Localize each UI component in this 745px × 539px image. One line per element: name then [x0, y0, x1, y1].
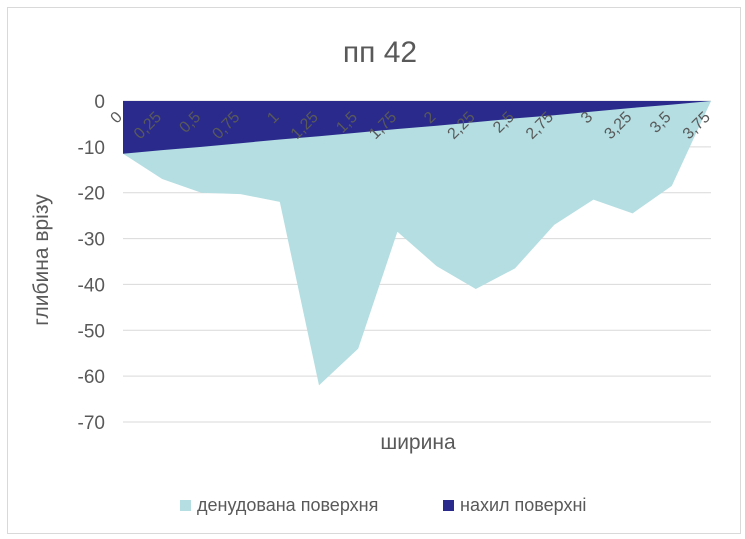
y-tick-label: 0 — [94, 92, 105, 113]
legend: денудована поверхня нахил поверхні — [180, 495, 586, 515]
area-series-0 — [123, 101, 711, 386]
legend-label: нахил поверхні — [460, 495, 586, 515]
legend-swatch — [180, 500, 191, 511]
area-series-1 — [123, 101, 711, 154]
x-axis-title: ширина — [380, 431, 456, 454]
series-layer — [123, 101, 711, 386]
y-tick-label: -10 — [78, 138, 105, 159]
y-tick-label: -50 — [78, 321, 105, 342]
y-tick-label: -30 — [78, 230, 105, 251]
y-tick-label: -60 — [78, 367, 105, 388]
chart-title: пп 42 — [343, 36, 417, 69]
y-tick-label: -40 — [78, 275, 105, 296]
legend-swatch — [443, 500, 454, 511]
legend-label: денудована поверхня — [197, 495, 378, 515]
y-axis-title: глибина врізу — [30, 194, 53, 326]
y-tick-label: -70 — [78, 413, 105, 434]
y-axis-ticks: 0 -10 -20 -30 -40 -50 -60 -70 — [78, 92, 105, 434]
y-tick-label: -20 — [78, 184, 105, 205]
